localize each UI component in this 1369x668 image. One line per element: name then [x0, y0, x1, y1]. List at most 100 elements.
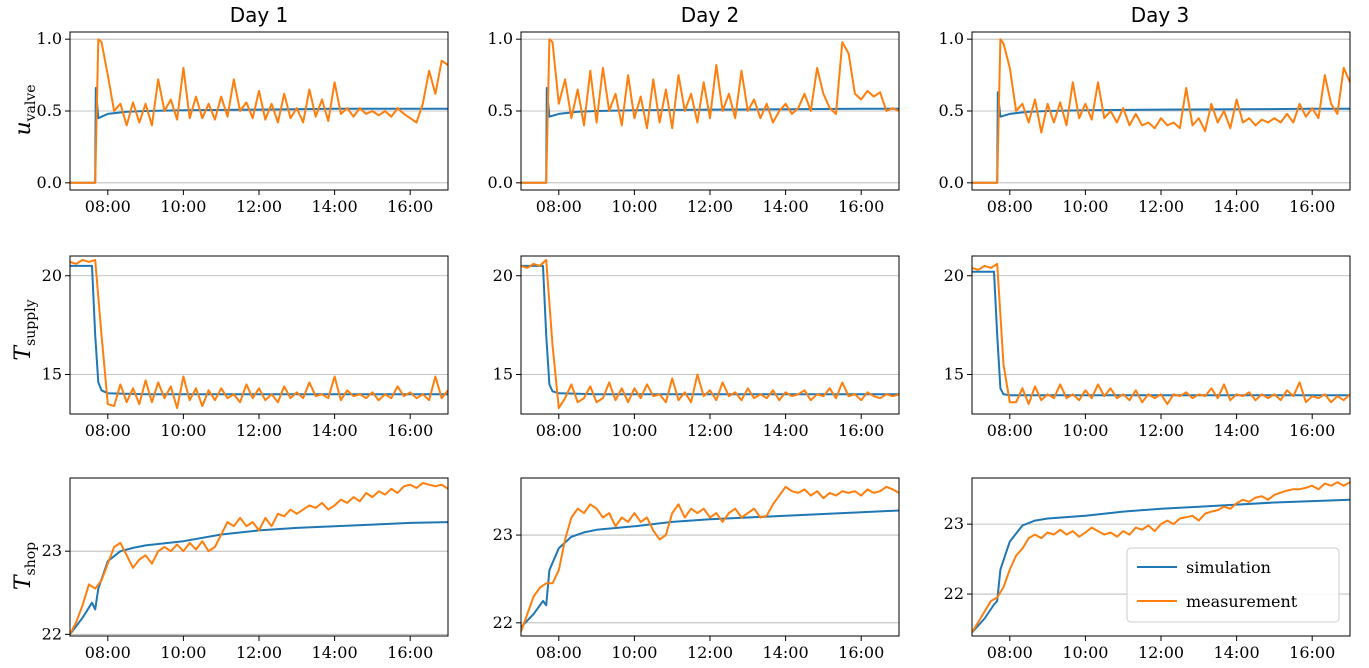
panel-u_valve-day-1: 0.0 0.5 1.0 08:00 10:00 12:00 14:00 16:00: [37, 29, 449, 216]
panel-T_supply-day-1: 15 20 08:00 10:00 12:00 14:00 16:00: [42, 255, 449, 440]
series-measurement: [70, 482, 448, 635]
x-tick-label: 08:00: [85, 643, 131, 662]
series-simulation: [70, 521, 448, 635]
x-tick-label: 08:00: [536, 421, 582, 440]
x-tick-label: 14:00: [312, 421, 358, 440]
x-tick-label: 12:00: [1138, 421, 1184, 440]
x-tick-label: 14:00: [1214, 643, 1260, 662]
series-measurement: [972, 481, 1350, 634]
y-tick-label: 0.5: [488, 101, 513, 120]
x-tick-label: 08:00: [85, 197, 131, 216]
axes-frame: [69, 477, 449, 637]
x-tick-label: 16:00: [387, 421, 433, 440]
x-tick-label: 12:00: [236, 421, 282, 440]
series-simulation: [521, 264, 899, 396]
x-tick-label: 08:00: [987, 421, 1033, 440]
x-tick-label: 10:00: [611, 421, 657, 440]
x-tick-label: 10:00: [1062, 421, 1108, 440]
axes-frame: [520, 31, 900, 191]
axes-frame: [971, 31, 1351, 191]
x-tick-label: 12:00: [236, 197, 282, 216]
x-tick-label: 10:00: [611, 643, 657, 662]
y-tick-label: 1.0: [488, 29, 513, 48]
series-simulation: [972, 498, 1350, 634]
legend-measurement-label: measurement: [1186, 592, 1298, 611]
y-tick-label: 0.0: [939, 173, 964, 192]
x-tick-label: 10:00: [1062, 643, 1108, 662]
x-tick-label: 16:00: [838, 643, 884, 662]
panel-u_valve-day-3: 0.0 0.5 1.0 08:00 10:00 12:00 14:00 16:00: [939, 29, 1351, 216]
x-tick-label: 10:00: [611, 197, 657, 216]
x-tick-label: 10:00: [160, 421, 206, 440]
legend-box: [1126, 547, 1340, 623]
x-tick-label: 12:00: [687, 197, 733, 216]
series-measurement: [521, 38, 899, 184]
x-tick-label: 16:00: [387, 197, 433, 216]
series-simulation: [972, 270, 1350, 397]
x-tick-label: 16:00: [1289, 643, 1335, 662]
axes-frame: [971, 255, 1351, 415]
x-tick-label: 12:00: [687, 421, 733, 440]
series-measurement: [70, 38, 448, 184]
x-tick-label: 08:00: [987, 197, 1033, 216]
y-tick-label: 15: [944, 365, 964, 384]
panel-T_supply-day-3: 15 20 08:00 10:00 12:00 14:00 16:00: [944, 255, 1351, 440]
series-measurement: [972, 38, 1350, 184]
y-tick-label: 20: [493, 266, 513, 285]
panel-T_supply-day-2: 15 20 08:00 10:00 12:00 14:00 16:00: [493, 255, 900, 440]
series-simulation: [521, 87, 899, 184]
y-tick-label: 22: [42, 624, 62, 643]
column-title-day-3: Day 3: [1131, 3, 1190, 27]
x-tick-label: 16:00: [387, 643, 433, 662]
legend: simulation measurement: [1126, 547, 1340, 623]
axes-frame: [971, 477, 1351, 637]
x-tick-label: 16:00: [1289, 197, 1335, 216]
y-tick-label: 23: [493, 525, 513, 544]
y-tick-label: 22: [944, 584, 964, 603]
column-title-day-2: Day 2: [681, 3, 740, 27]
y-tick-label: 0.0: [37, 173, 62, 192]
y-tick-label: 15: [42, 365, 62, 384]
series-simulation: [972, 91, 1350, 184]
x-tick-label: 14:00: [763, 421, 809, 440]
panel-u_valve-day-2: 0.0 0.5 1.0 08:00 10:00 12:00 14:00 16:00: [488, 29, 900, 216]
x-tick-label: 10:00: [160, 197, 206, 216]
panel-T_shop-day-1: 22 23 08:00 10:00 12:00 14:00 16:00: [42, 477, 449, 662]
x-tick-label: 12:00: [1138, 197, 1184, 216]
series-measurement: [521, 485, 899, 632]
y-tick-label: 20: [944, 266, 964, 285]
x-tick-label: 14:00: [312, 643, 358, 662]
legend-simulation-label: simulation: [1186, 558, 1271, 577]
axes-frame: [69, 255, 449, 415]
series-measurement: [521, 258, 899, 410]
x-tick-label: 08:00: [536, 197, 582, 216]
panel-T_shop-day-2: 22 23 08:00 10:00 12:00 14:00 16:00: [493, 477, 900, 662]
panel-T_shop-day-3: 22 23 08:00 10:00 12:00 14:00 16:00: [944, 477, 1351, 662]
y-tick-label: 0.5: [939, 101, 964, 120]
y-tick-label: 23: [42, 541, 62, 560]
x-tick-label: 08:00: [536, 643, 582, 662]
y-tick-label: 1.0: [37, 29, 62, 48]
y-tick-label: 15: [493, 365, 513, 384]
x-tick-label: 14:00: [312, 197, 358, 216]
x-tick-label: 10:00: [1062, 197, 1108, 216]
x-tick-label: 12:00: [1138, 643, 1184, 662]
axes-frame: [69, 31, 449, 191]
x-tick-label: 12:00: [687, 643, 733, 662]
y-tick-label: 22: [493, 613, 513, 632]
axes-frame: [520, 477, 900, 637]
y-tick-label: 0.0: [488, 173, 513, 192]
x-tick-label: 10:00: [160, 643, 206, 662]
row-label-t-supply: Tsupply: [11, 299, 39, 360]
series-measurement: [70, 258, 448, 410]
y-tick-label: 0.5: [37, 101, 62, 120]
row-label-t-shop: Tshop: [11, 542, 39, 590]
x-tick-label: 16:00: [1289, 421, 1335, 440]
x-tick-label: 16:00: [838, 421, 884, 440]
x-tick-label: 08:00: [987, 643, 1033, 662]
column-title-day-1: Day 1: [230, 3, 289, 27]
series-simulation: [70, 87, 448, 184]
y-tick-label: 1.0: [939, 29, 964, 48]
x-tick-label: 14:00: [763, 197, 809, 216]
